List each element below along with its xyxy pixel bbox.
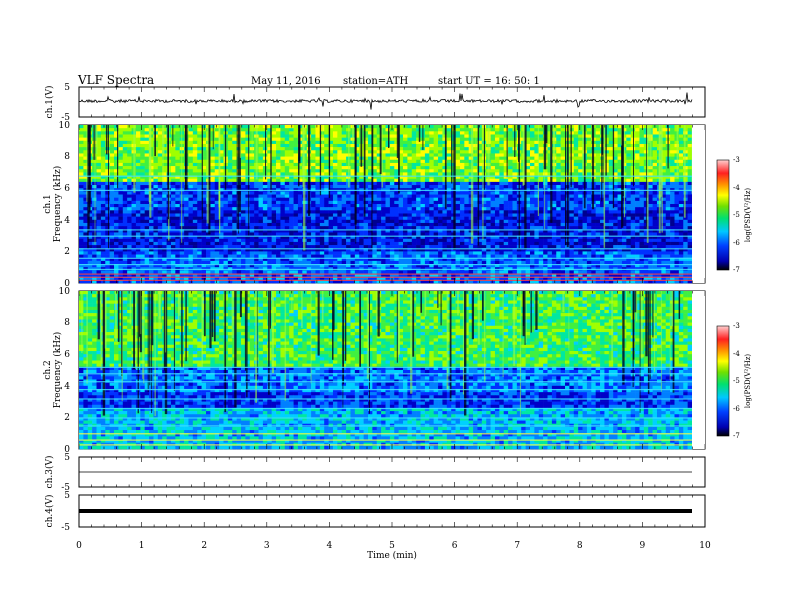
x-axis-label: Time (min) [367,550,417,561]
ch4-waveform-panel: 5 -5 ch.4(V) [44,491,705,533]
x-tick-8: 8 [577,541,583,551]
ch2-spec-ytick-4: 4 [64,382,70,392]
ch1-spec-ytick-8: 8 [64,152,70,162]
x-tick-7: 7 [514,541,520,551]
ch1-wave-ylabel: ch.1(V) [44,86,55,119]
ch1-spec-ytick-4: 4 [64,216,70,226]
ch4-wave-ytick-top: 5 [64,491,70,501]
ch1-wave-ytick-top: 5 [64,83,70,93]
ch2-cb-tick-m7: -7 [733,432,740,440]
ch2-spectrogram-image [79,291,705,449]
ch2-cb-tick-m3: -3 [733,322,740,330]
ch2-cb-label: log(PSD(V²/Hz) [744,354,752,409]
ch2-cb-tick-m4: -4 [733,350,740,358]
ch1-spec-ytick-10: 10 [59,121,71,131]
ch2-spec-ytick-10: 10 [59,287,71,297]
ch1-waveform-line [79,93,692,110]
ch4-wave-ylabel: ch.4(V) [44,495,55,528]
ch2-spec-ytick-2: 2 [64,413,70,423]
ch1-spec-ytick-6: 6 [64,184,70,194]
ch3-wave-ylabel: ch.3(V) [44,456,55,489]
figure-title: VLF Spectra [77,73,154,87]
station-label: station=ATH [343,76,409,87]
ch1-spectrogram-panel: 0 2 4 6 8 10 ch.1 Frequency (kHz) [43,121,705,289]
ch2-cb-tick-m6: -6 [733,405,740,413]
x-tick-1: 1 [139,541,145,551]
ch1-cb-label: log(PSD(V²/Hz) [744,188,752,243]
x-tick-10: 10 [699,541,711,551]
x-tick-6: 6 [452,541,458,551]
x-tick-5: 5 [389,541,395,551]
date-label: May 11, 2016 [251,76,321,87]
ch1-cb-tick-m4: -4 [733,184,740,192]
x-axis-labels: 0 1 2 3 4 5 6 7 8 9 10 Time (min) [76,541,711,561]
vlf-figure: VLF Spectra May 11, 2016 station=ATH sta… [0,0,792,612]
ch1-cb-tick-m3: -3 [733,156,740,164]
ch1-spec-ylabel-channel: ch.1 [43,194,53,213]
x-tick-9: 9 [640,541,646,551]
x-tick-2: 2 [201,541,207,551]
ch2-spec-ytick-8: 8 [64,318,70,328]
ch2-spec-ylabel-channel: ch.2 [43,360,53,379]
ch2-colorbar: -3 -4 -5 -6 -7 log(PSD(V²/Hz) [717,322,752,440]
ch1-spectrogram-image [79,125,705,283]
x-tick-3: 3 [264,541,270,551]
ch1-cb-tick-m7: -7 [733,266,740,274]
ch1-spec-ylabel-frequency: Frequency (kHz) [52,166,63,243]
ch2-spec-ylabel-frequency: Frequency (kHz) [52,332,63,409]
ch1-waveform-panel: 5 -5 ch.1(V) [44,83,705,123]
x-tick-4: 4 [327,541,333,551]
ch3-wave-ytick-top: 5 [64,453,70,463]
ch2-spectrogram-panel: 0 2 4 6 8 10 ch.2 Frequency (kHz) [43,287,705,455]
ch1-spec-ytick-2: 2 [64,247,70,257]
start-time-label: start UT = 16: 50: 1 [438,76,540,87]
ch1-cb-tick-m5: -5 [733,211,740,219]
ch1-colorbar: -3 -4 -5 -6 -7 log(PSD(V²/Hz) [717,156,752,274]
ch2-cb-tick-m5: -5 [733,377,740,385]
ch4-wave-ytick-bottom: -5 [61,523,70,533]
ch3-waveform-panel: 5 -5 ch.3(V) [44,453,705,493]
ch1-cb-tick-m6: -6 [733,239,740,247]
x-tick-0: 0 [76,541,82,551]
ch2-spec-ytick-6: 6 [64,350,70,360]
